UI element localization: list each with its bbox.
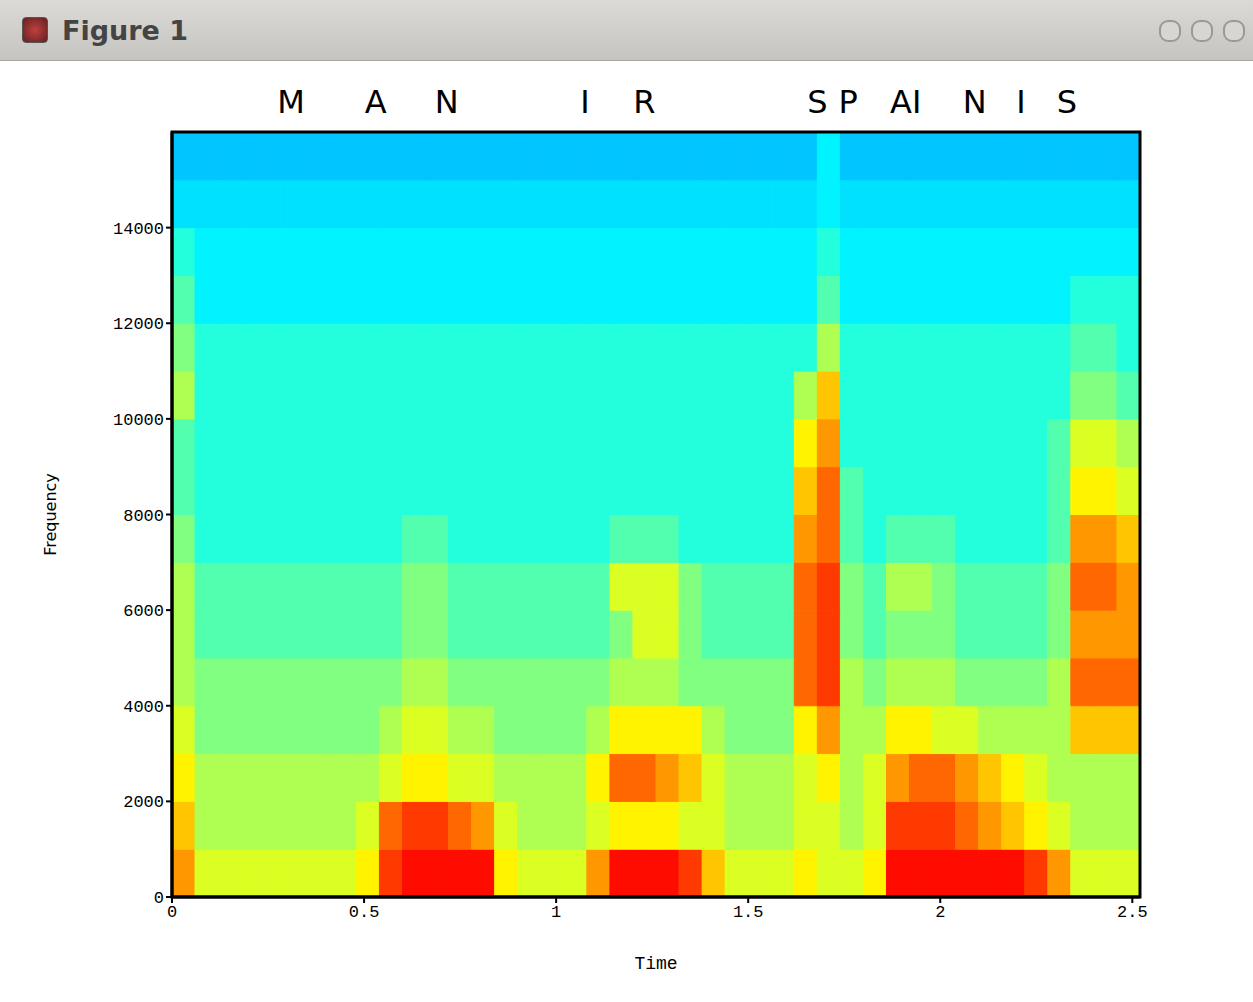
svg-text:2: 2 xyxy=(935,903,945,922)
svg-text:6000: 6000 xyxy=(123,602,164,621)
svg-text:4000: 4000 xyxy=(123,698,164,717)
svg-text:S: S xyxy=(1057,83,1077,121)
svg-text:0: 0 xyxy=(167,903,177,922)
svg-text:8000: 8000 xyxy=(123,507,164,526)
svg-text:12000: 12000 xyxy=(113,315,164,334)
svg-text:R: R xyxy=(633,83,655,121)
svg-text:AI: AI xyxy=(890,83,921,121)
svg-text:10000: 10000 xyxy=(113,411,164,430)
svg-text:1: 1 xyxy=(551,903,561,922)
svg-text:S: S xyxy=(807,83,827,121)
svg-text:1.5: 1.5 xyxy=(733,903,764,922)
svg-text:2.5: 2.5 xyxy=(1117,903,1148,922)
svg-text:N: N xyxy=(963,83,987,121)
svg-text:M: M xyxy=(277,83,305,121)
svg-text:2000: 2000 xyxy=(123,793,164,812)
svg-text:14000: 14000 xyxy=(113,220,164,239)
svg-text:A: A xyxy=(365,83,387,121)
html-text:Figure 1: Figure 1 xyxy=(62,14,189,46)
svg-text:I: I xyxy=(580,83,589,121)
svg-text:I: I xyxy=(1016,83,1025,121)
svg-text:Frequency: Frequency xyxy=(41,473,60,556)
svg-text:0: 0 xyxy=(154,889,164,908)
svg-text:N: N xyxy=(435,83,459,121)
svg-text:P: P xyxy=(838,83,857,121)
svg-text:0.5: 0.5 xyxy=(349,903,380,922)
svg-text:Time: Time xyxy=(634,954,677,974)
